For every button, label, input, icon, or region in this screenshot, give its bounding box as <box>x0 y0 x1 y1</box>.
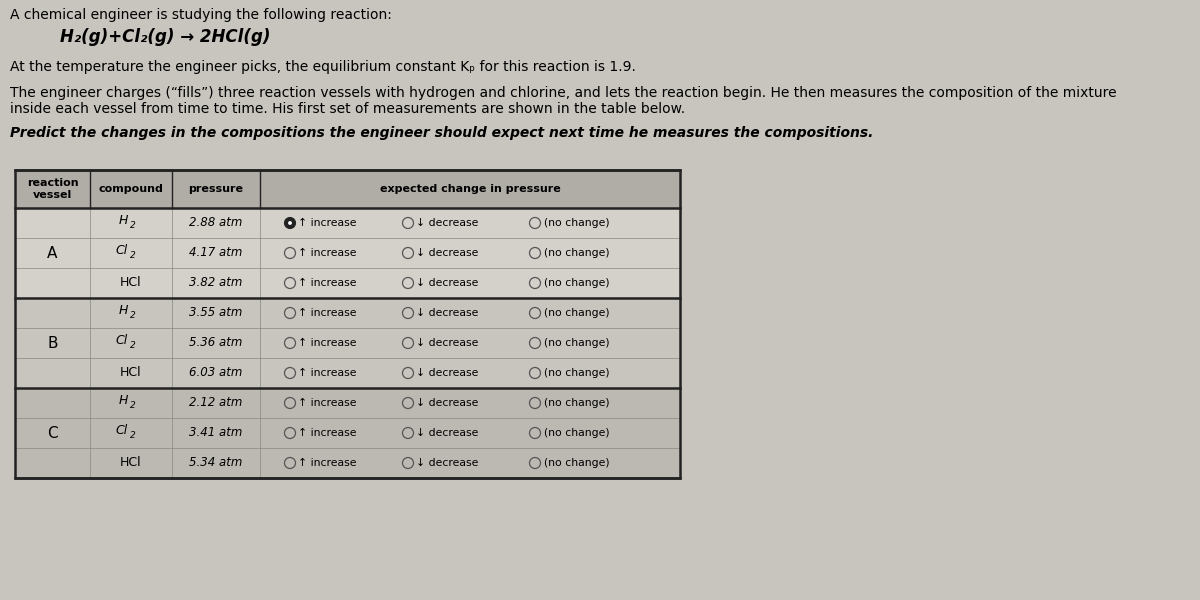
Text: Cl: Cl <box>115 425 128 437</box>
Text: 2.12 atm: 2.12 atm <box>190 397 242 409</box>
Text: 2: 2 <box>130 341 136 350</box>
Text: A: A <box>47 245 58 260</box>
Text: ↓ decrease: ↓ decrease <box>416 308 479 318</box>
Text: (no change): (no change) <box>544 458 610 468</box>
Text: (no change): (no change) <box>544 428 610 438</box>
Text: B: B <box>47 335 58 350</box>
Text: (no change): (no change) <box>544 248 610 258</box>
Text: 2: 2 <box>130 401 136 410</box>
Bar <box>14 328 680 358</box>
Bar <box>14 358 680 388</box>
Text: ↓ decrease: ↓ decrease <box>416 218 479 228</box>
Bar <box>14 170 680 208</box>
Text: HCl: HCl <box>120 367 142 379</box>
Text: ↓ decrease: ↓ decrease <box>416 428 479 438</box>
Text: 5.34 atm: 5.34 atm <box>190 457 242 469</box>
Text: (no change): (no change) <box>544 338 610 348</box>
Text: H: H <box>119 214 128 227</box>
Text: ↓ decrease: ↓ decrease <box>416 458 479 468</box>
Text: 5.36 atm: 5.36 atm <box>190 337 242 349</box>
Text: 2: 2 <box>130 431 136 440</box>
Text: ↓ decrease: ↓ decrease <box>416 278 479 288</box>
Bar <box>14 238 680 268</box>
Text: Predict the changes in the compositions the engineer should expect next time he : Predict the changes in the compositions … <box>10 126 874 140</box>
Bar <box>14 448 680 478</box>
Text: ↑ increase: ↑ increase <box>299 278 358 288</box>
Text: 2: 2 <box>130 251 136 260</box>
Text: A chemical engineer is studying the following reaction:: A chemical engineer is studying the foll… <box>10 8 392 22</box>
Text: pressure: pressure <box>188 184 244 194</box>
Text: ↑ increase: ↑ increase <box>299 458 358 468</box>
Bar <box>14 208 680 238</box>
Text: inside each vessel from time to time. His first set of measurements are shown in: inside each vessel from time to time. Hi… <box>10 102 685 116</box>
Text: expected change in pressure: expected change in pressure <box>379 184 560 194</box>
Text: Cl: Cl <box>115 335 128 347</box>
Circle shape <box>284 217 295 229</box>
Text: 2: 2 <box>130 311 136 320</box>
Text: ↑ increase: ↑ increase <box>299 338 358 348</box>
Text: ↓ decrease: ↓ decrease <box>416 398 479 408</box>
Text: H₂(g)+Cl₂(g) → 2HCl(g): H₂(g)+Cl₂(g) → 2HCl(g) <box>60 28 270 46</box>
Text: compound: compound <box>98 184 163 194</box>
Text: 3.55 atm: 3.55 atm <box>190 307 242 319</box>
Text: 6.03 atm: 6.03 atm <box>190 367 242 379</box>
Text: reaction
vessel: reaction vessel <box>26 178 78 200</box>
Text: 2: 2 <box>130 221 136 230</box>
Text: ↑ increase: ↑ increase <box>299 218 358 228</box>
Text: (no change): (no change) <box>544 278 610 288</box>
Text: Cl: Cl <box>115 245 128 257</box>
Text: C: C <box>47 425 58 440</box>
Text: 2.88 atm: 2.88 atm <box>190 217 242 229</box>
Text: H: H <box>119 395 128 407</box>
Text: (no change): (no change) <box>544 398 610 408</box>
Text: The engineer charges (“fills”) three reaction vessels with hydrogen and chlorine: The engineer charges (“fills”) three rea… <box>10 86 1117 100</box>
Text: H: H <box>119 304 128 317</box>
Text: At the temperature the engineer picks, the equilibrium constant Kₚ for this reac: At the temperature the engineer picks, t… <box>10 60 636 74</box>
Text: ↓ decrease: ↓ decrease <box>416 338 479 348</box>
Text: 3.82 atm: 3.82 atm <box>190 277 242 289</box>
Text: ↑ increase: ↑ increase <box>299 248 358 258</box>
Text: ↑ increase: ↑ increase <box>299 428 358 438</box>
Text: 3.41 atm: 3.41 atm <box>190 427 242 439</box>
Bar <box>14 268 680 298</box>
Bar <box>14 298 680 328</box>
Text: HCl: HCl <box>120 457 142 469</box>
Text: 4.17 atm: 4.17 atm <box>190 247 242 259</box>
Bar <box>14 418 680 448</box>
Text: (no change): (no change) <box>544 218 610 228</box>
Text: HCl: HCl <box>120 277 142 289</box>
Text: (no change): (no change) <box>544 368 610 378</box>
Bar <box>14 170 680 478</box>
Text: ↑ increase: ↑ increase <box>299 398 358 408</box>
Text: ↓ decrease: ↓ decrease <box>416 368 479 378</box>
Text: ↑ increase: ↑ increase <box>299 308 358 318</box>
Bar <box>14 388 680 418</box>
Text: ↑ increase: ↑ increase <box>299 368 358 378</box>
Circle shape <box>288 221 292 225</box>
Text: ↓ decrease: ↓ decrease <box>416 248 479 258</box>
Text: (no change): (no change) <box>544 308 610 318</box>
